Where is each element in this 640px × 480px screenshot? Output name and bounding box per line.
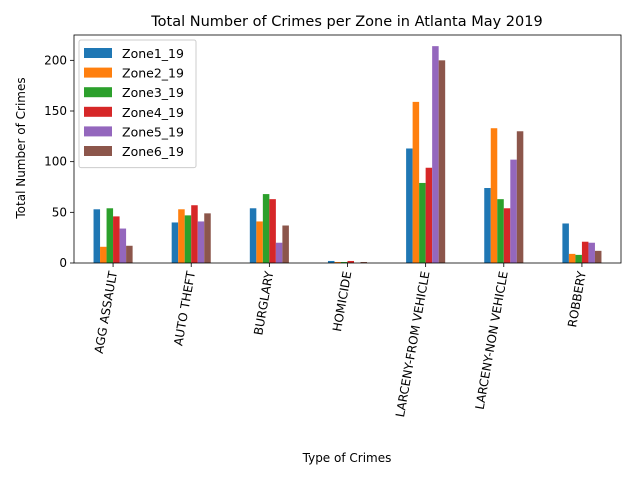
bar-Zone3_19-4 — [419, 182, 426, 263]
legend-label-Zone5_19: Zone5_19 — [122, 124, 184, 139]
legend-swatch-Zone6_19 — [84, 146, 112, 156]
bar-Zone4_19-1 — [191, 205, 198, 263]
bar-Zone4_19-2 — [269, 199, 276, 263]
bar-Zone1_19-0 — [93, 209, 101, 263]
x-tick-label-1: AUTO THEFT — [171, 269, 198, 346]
bar-Zone2_19-3 — [334, 261, 341, 263]
x-axis-label: Type of Crimes — [302, 451, 392, 465]
bar-Zone1_19-2 — [249, 208, 257, 263]
y-tick-label-4: 200 — [44, 53, 67, 67]
legend: Zone1_19 Zone2_19 Zone3_19 Zone4_19 Zone5_19… — [78, 39, 197, 169]
legend-swatch-Zone5_19 — [84, 126, 112, 137]
bar-Zone3_19-6 — [575, 254, 582, 263]
bar-Zone6_19-0 — [126, 245, 133, 263]
x-tick-label-0: AGG ASSAULT — [92, 269, 120, 354]
legend-swatch-Zone1_19 — [84, 48, 112, 58]
bar-Zone1_19-4 — [406, 148, 413, 263]
x-tick-label-2: BURGLARY — [251, 269, 276, 336]
bar-Zone5_19-1 — [197, 221, 205, 263]
bar-Zone1_19-6 — [562, 223, 569, 263]
bar-Zone5_19-5 — [510, 159, 517, 263]
bar-Zone6_19-5 — [516, 131, 524, 263]
bar-Zone6_19-2 — [282, 225, 289, 263]
legend-swatch-Zone3_19 — [84, 87, 112, 98]
y-tick-label-1: 50 — [52, 205, 67, 219]
bar-Zone4_19-4 — [425, 167, 433, 263]
bar-Zone2_19-2 — [256, 221, 263, 263]
bar-Zone4_19-5 — [503, 208, 511, 263]
bar-Zone3_19-0 — [106, 208, 114, 263]
bar-Zone3_19-5 — [497, 199, 504, 263]
y-tick-label-3: 150 — [44, 104, 67, 118]
x-tick-label-4: LARCENY-FROM VEHICLE — [393, 270, 432, 418]
bar-Zone6_19-4 — [438, 60, 446, 263]
bar-Zone3_19-3 — [340, 261, 348, 263]
x-tick-label-5: LARCENY-NON VEHICLE — [473, 270, 511, 411]
y-tick-label-0: 0 — [59, 256, 67, 270]
bar-Zone6_19-3 — [360, 261, 368, 263]
bar-Zone2_19-4 — [412, 101, 420, 263]
bar-Zone5_19-0 — [119, 228, 127, 263]
legend-label-Zone4_19: Zone4_19 — [122, 105, 184, 120]
bar-Zone2_19-0 — [100, 246, 107, 263]
bar-Zone4_19-6 — [581, 241, 589, 263]
legend-label-Zone2_19: Zone2_19 — [122, 66, 184, 81]
x-tick-label-6: ROBBERY — [565, 269, 589, 328]
chart-title: Total Number of Crimes per Zone in Atlan… — [150, 14, 542, 30]
bar-Zone2_19-6 — [568, 253, 576, 263]
legend-label-Zone1_19: Zone1_19 — [122, 46, 184, 61]
y-axis-label: Total Number of Crimes — [14, 77, 28, 219]
bar-Zone1_19-3 — [327, 260, 335, 263]
bar-Zone1_19-1 — [171, 222, 179, 263]
legend-swatch-Zone2_19 — [84, 67, 112, 78]
bar-Zone4_19-3 — [347, 260, 355, 263]
y-tick-label-2: 100 — [44, 155, 67, 169]
bar-Zone4_19-0 — [113, 216, 120, 263]
bar-Zone1_19-5 — [484, 188, 491, 263]
x-tick-label-3: HOMICIDE — [330, 270, 354, 333]
legend-label-Zone6_19: Zone6_19 — [122, 144, 184, 159]
legend-label-Zone3_19: Zone3_19 — [122, 85, 184, 100]
bar-Zone3_19-2 — [262, 194, 270, 263]
bar-Zone6_19-1 — [204, 213, 211, 263]
legend-swatch-Zone4_19 — [84, 106, 112, 117]
bar-Zone3_19-1 — [184, 215, 192, 263]
bar-Zone5_19-2 — [275, 242, 283, 263]
bar-Zone5_19-4 — [432, 46, 439, 264]
bar-Zone2_19-1 — [178, 209, 185, 263]
bar-Zone5_19-6 — [588, 242, 595, 263]
bar-Zone2_19-5 — [490, 128, 498, 263]
bar-Zone6_19-6 — [594, 250, 602, 263]
